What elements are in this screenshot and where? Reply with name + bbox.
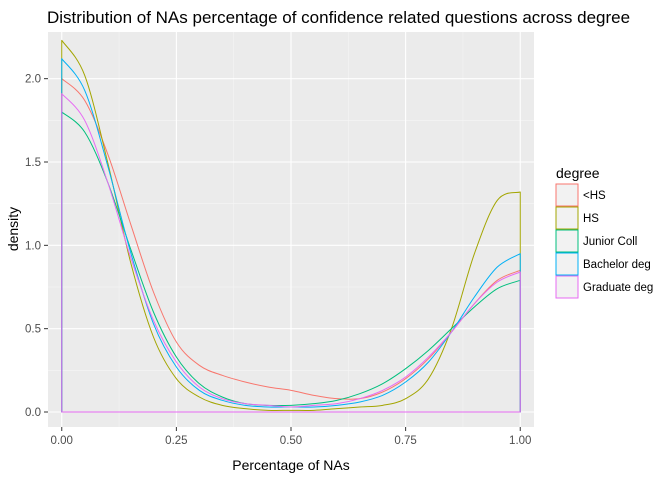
y-tick-label: 0.0 <box>25 407 41 419</box>
y-tick-label: 1.5 <box>25 157 41 169</box>
series-line-graduate-deg <box>61 93 521 413</box>
legend-items: <HS HS Junior Coll Bachelor deg Graduate deg <box>555 183 653 299</box>
legend: degree <HS HS Junior Coll Bachelor deg Gradu… <box>555 165 653 299</box>
y-axis-title: density <box>5 207 21 251</box>
legend-label-graduate-deg: Graduate deg <box>583 282 653 294</box>
y-tick-label: 1.0 <box>25 240 41 252</box>
x-tick-label: 0.00 <box>51 435 73 447</box>
legend-key-hs <box>555 183 579 207</box>
legend-key-hs <box>555 206 579 230</box>
y-axis: 0.0 0.5 1.0 1.5 2.0 <box>25 74 48 419</box>
x-tick-label: 0.50 <box>280 435 302 447</box>
x-axis: 0.00 0.25 0.50 0.75 1.00 <box>51 427 531 447</box>
legend-key-bachelor-deg <box>555 252 579 276</box>
y-tick-label: 0.5 <box>25 324 41 336</box>
x-tick-label: 1.00 <box>509 435 531 447</box>
series-line-junior-coll <box>61 111 521 413</box>
legend-label-hs: HS <box>583 213 599 225</box>
series-layer <box>61 39 521 413</box>
chart-title: Distribution of NAs percentage of confid… <box>47 8 630 27</box>
x-tick-label: 0.75 <box>394 435 416 447</box>
legend-key-junior-coll <box>555 229 579 253</box>
y-tick-label: 2.0 <box>25 74 41 86</box>
legend-label-hs: <HS <box>583 190 606 202</box>
legend-title: degree <box>556 165 600 181</box>
x-axis-title: Percentage of NAs <box>232 457 350 473</box>
legend-label-junior-coll: Junior Coll <box>583 236 637 248</box>
legend-key-graduate-deg <box>555 275 579 299</box>
legend-label-bachelor-deg: Bachelor deg <box>583 259 651 271</box>
x-tick-label: 0.25 <box>165 435 187 447</box>
